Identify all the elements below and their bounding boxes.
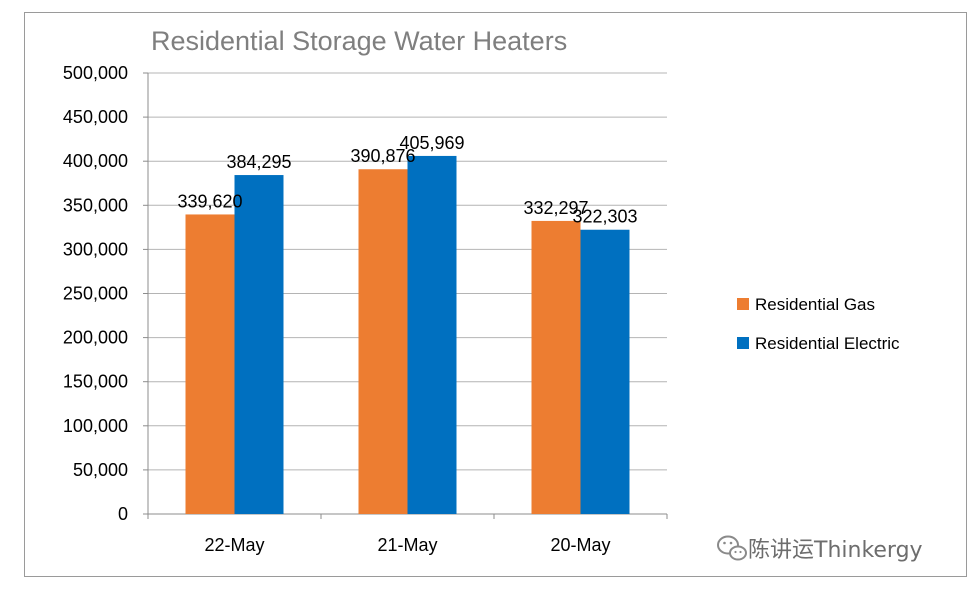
bar-residential-gas	[531, 220, 581, 514]
data-label: 384,295	[226, 152, 291, 172]
legend-label: Residential Electric	[755, 334, 900, 353]
data-label: 405,969	[399, 133, 464, 153]
legend-label: Residential Gas	[755, 295, 875, 314]
y-tick-label: 50,000	[73, 460, 128, 480]
legend-swatch	[737, 337, 749, 349]
legend-swatch	[737, 298, 749, 310]
data-label: 390,876	[350, 146, 415, 166]
data-label: 322,303	[572, 207, 637, 227]
x-tick-label: 22-May	[204, 535, 264, 555]
y-tick-label: 0	[118, 504, 128, 524]
y-tick-label: 500,000	[63, 63, 128, 83]
bar-residential-gas	[358, 169, 408, 514]
chart-title: Residential Storage Water Heaters	[151, 26, 567, 56]
bar-residential-gas	[185, 214, 235, 515]
y-tick-label: 300,000	[63, 239, 128, 259]
bars	[185, 155, 630, 515]
legend-residential-electric: Residential Electric	[737, 334, 900, 353]
watermark-text: 陈讲运Thinkergy	[748, 538, 923, 563]
watermark: 陈讲运Thinkergy	[717, 535, 923, 563]
data-labels: 339,620 390,876 332,297 384,295 405,969 322,3…	[177, 133, 637, 227]
y-tick-label: 100,000	[63, 416, 128, 436]
chart-frame	[24, 12, 967, 577]
data-label: 332,297	[523, 198, 588, 218]
x-tick-label: 21-May	[377, 535, 437, 555]
y-tick-label: 400,000	[63, 151, 128, 171]
wechat-icon	[717, 535, 747, 561]
x-tick-label: 20-May	[550, 535, 610, 555]
y-tick-label: 150,000	[63, 372, 128, 392]
axes: 0 50,000 100,000 150,000 200,000 250,000 300,0…	[63, 63, 668, 555]
y-tick-label: 350,000	[63, 195, 128, 215]
legend: Residential Gas Residential Electric	[737, 295, 900, 353]
legend-residential-gas: Residential Gas	[737, 295, 875, 314]
y-tick-label: 200,000	[63, 328, 128, 348]
y-tick-label: 450,000	[63, 107, 128, 127]
bar-residential-electric	[234, 175, 284, 514]
data-label: 339,620	[177, 191, 242, 211]
bar-residential-electric	[407, 155, 457, 514]
bar-residential-electric	[580, 229, 630, 514]
y-tick-label: 250,000	[63, 284, 128, 304]
